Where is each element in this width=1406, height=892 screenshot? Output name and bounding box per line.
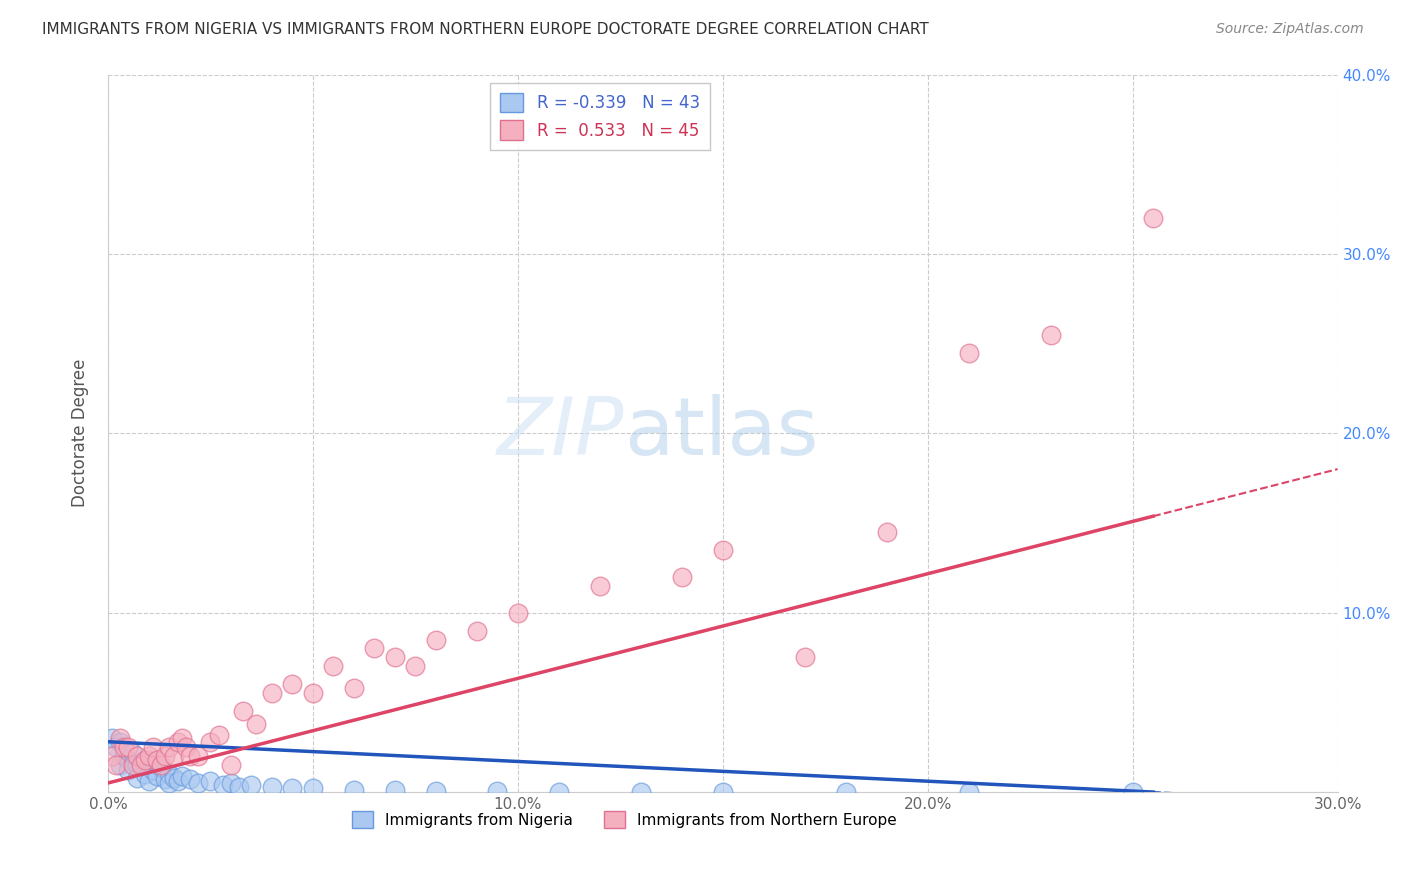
Text: Source: ZipAtlas.com: Source: ZipAtlas.com [1216, 22, 1364, 37]
Point [404, 659, 426, 673]
Point [671, 570, 693, 584]
Point [219, 758, 242, 772]
Point [232, 704, 254, 718]
Point [187, 776, 209, 790]
Point [112, 740, 135, 755]
Point [589, 579, 612, 593]
Point [105, 758, 128, 772]
Point [245, 716, 267, 731]
Point [425, 632, 447, 647]
Point [281, 677, 304, 691]
Point [125, 749, 148, 764]
Point [486, 784, 509, 798]
Point [112, 749, 135, 764]
Point [170, 769, 193, 783]
Point [138, 749, 160, 764]
Point [162, 749, 184, 764]
Point [159, 767, 181, 781]
Point [179, 749, 201, 764]
Point [281, 781, 304, 796]
Point [506, 606, 529, 620]
Point [260, 780, 283, 794]
Point [155, 749, 177, 764]
Point [1039, 327, 1062, 342]
Point [711, 785, 734, 799]
Point [630, 785, 652, 799]
Text: atlas: atlas [624, 394, 818, 472]
Point [179, 772, 201, 787]
Point [117, 753, 139, 767]
Point [793, 650, 815, 665]
Point [117, 764, 139, 778]
Point [134, 767, 156, 781]
Point [876, 524, 898, 539]
Point [384, 783, 406, 797]
Point [125, 771, 148, 785]
Point [150, 758, 173, 772]
Point [101, 749, 124, 764]
Point [260, 686, 283, 700]
Point [121, 746, 143, 760]
Point [1142, 211, 1164, 225]
Point [957, 345, 980, 359]
Point [228, 780, 250, 794]
Point [547, 785, 569, 799]
Point [187, 749, 209, 764]
Point [302, 686, 325, 700]
Point [200, 735, 222, 749]
Text: ZIP: ZIP [498, 394, 624, 472]
Point [363, 641, 385, 656]
Point [343, 783, 366, 797]
Legend: Immigrants from Nigeria, Immigrants from Northern Europe: Immigrants from Nigeria, Immigrants from… [346, 805, 903, 835]
Point [110, 731, 132, 746]
Point [129, 756, 152, 771]
Point [138, 753, 160, 767]
Point [208, 728, 231, 742]
Point [322, 659, 344, 673]
Point [425, 784, 447, 798]
Point [302, 781, 325, 796]
Point [166, 774, 188, 789]
Text: IMMIGRANTS FROM NIGERIA VS IMMIGRANTS FROM NORTHERN EUROPE DOCTORATE DEGREE CORR: IMMIGRANTS FROM NIGERIA VS IMMIGRANTS FR… [42, 22, 929, 37]
Point [835, 785, 858, 799]
Point [343, 681, 366, 695]
Point [219, 776, 242, 790]
Point [957, 785, 980, 799]
Point [105, 740, 128, 755]
Point [240, 778, 263, 792]
Point [142, 740, 165, 755]
Point [142, 764, 165, 778]
Point [211, 778, 233, 792]
Point [138, 774, 160, 789]
Point [110, 758, 132, 772]
Point [155, 772, 177, 787]
Point [129, 758, 152, 772]
Y-axis label: Doctorate Degree: Doctorate Degree [72, 359, 89, 508]
Point [110, 735, 132, 749]
Point [121, 758, 143, 772]
Point [159, 776, 181, 790]
Point [146, 753, 169, 767]
Point [200, 774, 222, 789]
Point [1122, 785, 1144, 799]
Point [162, 771, 184, 785]
Point [384, 650, 406, 665]
Point [465, 624, 488, 638]
Point [134, 753, 156, 767]
Point [101, 731, 124, 746]
Point [125, 758, 148, 772]
Point [170, 731, 193, 746]
Point [166, 735, 188, 749]
Point [146, 769, 169, 783]
Point [150, 760, 173, 774]
Point [174, 740, 197, 755]
Point [711, 542, 734, 557]
Point [159, 740, 181, 755]
Point [117, 740, 139, 755]
